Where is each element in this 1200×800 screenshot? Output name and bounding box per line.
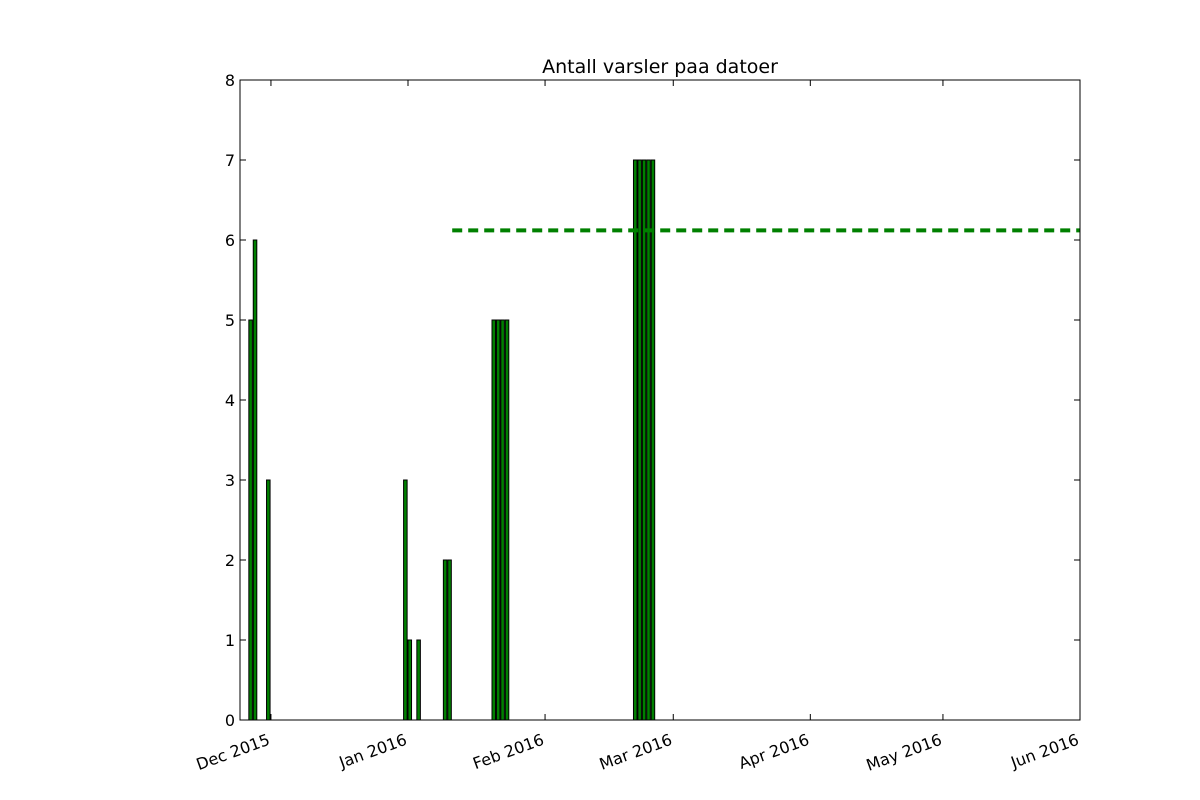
bar-2 (266, 479, 271, 721)
y-tick-label-4: 4 (225, 391, 235, 410)
bar-11 (504, 319, 510, 721)
x-tick-label-2: Feb 2016 (470, 730, 546, 773)
y-tick-label-0: 0 (225, 711, 235, 730)
y-tick-label-6: 6 (225, 231, 235, 250)
chart-title: Antall varsler paa datoer (542, 56, 778, 78)
bar-9 (495, 319, 501, 721)
bar-6 (442, 559, 448, 721)
bar-15 (646, 159, 651, 721)
bar-8 (491, 319, 497, 721)
y-tick-label-2: 2 (225, 551, 235, 570)
bars-layer (248, 159, 656, 721)
y-tick-label-5: 5 (225, 311, 235, 330)
y-tick-label-1: 1 (225, 631, 235, 650)
bar-5 (416, 639, 421, 721)
x-tick-label-6: Jun 2016 (1007, 730, 1081, 772)
bar-12 (632, 159, 638, 721)
x-tick-label-1: Jan 2016 (336, 730, 410, 772)
y-tick-label-3: 3 (225, 471, 235, 490)
bar-1 (252, 239, 258, 721)
bar-3 (403, 479, 408, 721)
bar-0 (248, 319, 253, 721)
plot-frame (239, 79, 1081, 721)
x-tick-label-5: May 2016 (864, 730, 945, 775)
x-tick-label-3: Mar 2016 (597, 730, 675, 774)
x-tick-label-4: Apr 2016 (736, 730, 812, 773)
y-tick-label-8: 8 (225, 71, 235, 90)
bar-13 (637, 159, 642, 721)
y-tick-label-7: 7 (225, 151, 235, 170)
bar-4 (407, 639, 413, 721)
bar-7 (447, 559, 452, 721)
bar-16 (650, 159, 656, 721)
x-tick-label-0: Dec 2015 (194, 730, 273, 774)
bar-10 (500, 319, 505, 721)
bar-14 (641, 159, 647, 721)
